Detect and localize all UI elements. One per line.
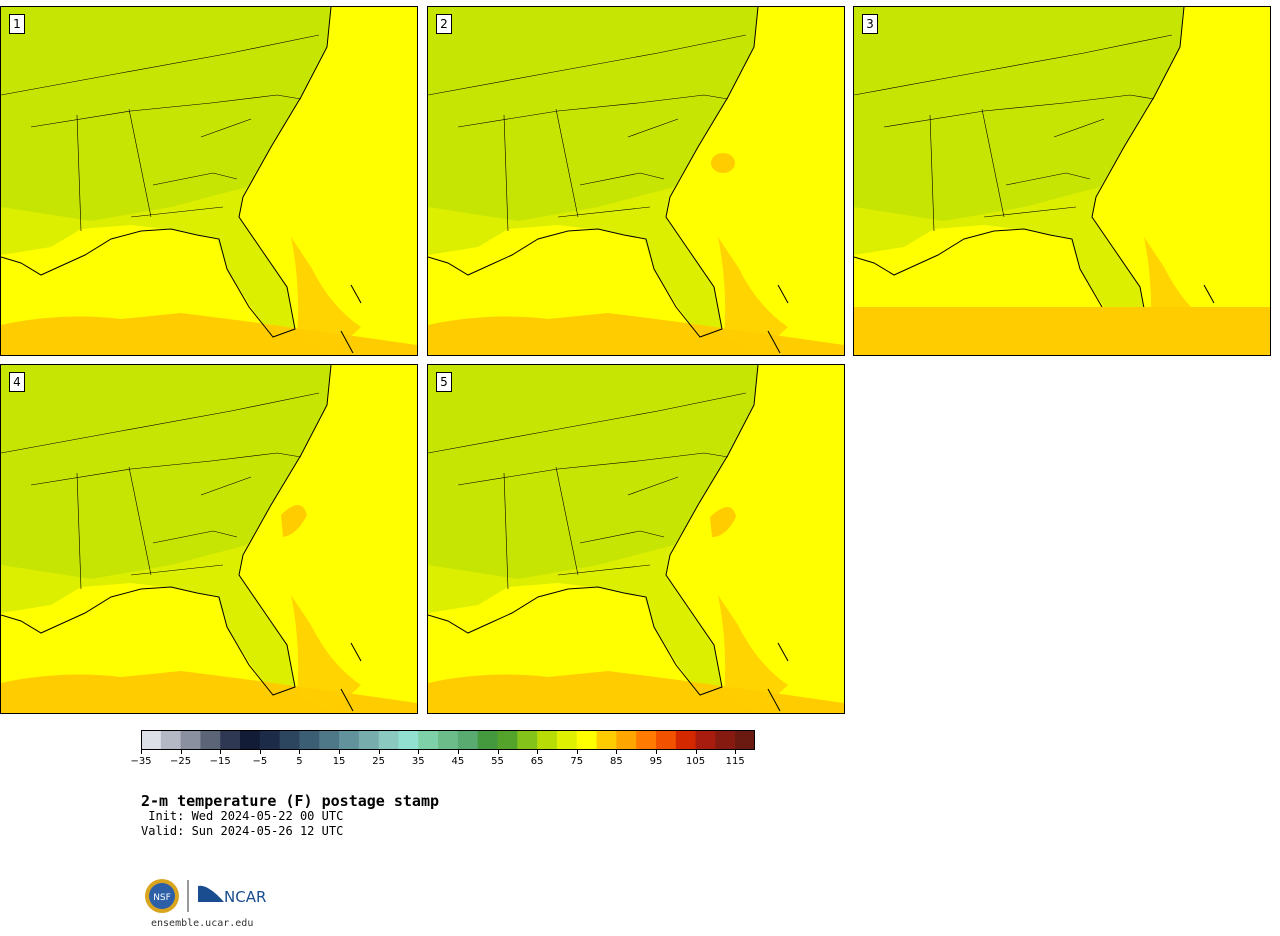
colorbar-tick-label: 75: [570, 756, 584, 767]
panel-label: 3: [862, 14, 878, 34]
colorbar-tick: [180, 750, 182, 754]
colorbar-tick-label: 5: [296, 756, 303, 767]
sponsor-logos: NSF NCAR: [144, 876, 284, 918]
colorbar-tick-label: −25: [170, 756, 192, 767]
colorbar-tick: [418, 750, 420, 754]
colorbar-tick: [695, 750, 697, 754]
colorbar-swatch: [319, 730, 340, 750]
temperature-map-5: [428, 365, 844, 713]
colorbar-swatch: [438, 730, 459, 750]
colorbar-swatch: [596, 730, 617, 750]
colorbar-tick-label: −5: [252, 756, 268, 767]
colorbar-tick: [735, 750, 737, 754]
colorbar-swatch: [675, 730, 697, 750]
colorbar-swatch: [636, 730, 657, 750]
colorbar-tick-label: 115: [725, 756, 745, 767]
colorbar-swatch: [715, 730, 736, 750]
colorbar-swatch: [259, 730, 281, 750]
colorbar-tick: [457, 750, 459, 754]
colorbar-swatch: [497, 730, 518, 750]
colorbar-tick-label: 45: [451, 756, 465, 767]
colorbar-swatch: [477, 730, 499, 750]
colorbar-tick-label: 25: [372, 756, 386, 767]
colorbar-swatch: [378, 730, 399, 750]
colorbar-tick: [259, 750, 261, 754]
colorbar-swatch: [279, 730, 300, 750]
colorbar-swatch: [735, 730, 755, 750]
colorbar-tick-label: 105: [686, 756, 706, 767]
ensemble-member-panel-2: 2: [427, 6, 845, 356]
colorbar-tick-label: 85: [609, 756, 623, 767]
colorbar-tick: [141, 750, 142, 754]
colorbar-swatch: [457, 730, 479, 750]
colorbar-swatch: [418, 730, 439, 750]
colorbar-tick: [655, 750, 657, 754]
colorbar-swatch: [358, 730, 380, 750]
panel-label: 1: [9, 14, 25, 34]
colorbar-tick: [537, 750, 539, 754]
colorbar-swatch: [616, 730, 637, 750]
colorbar-swatch: [556, 730, 578, 750]
colorbar-swatch: [299, 730, 320, 750]
colorbar-tick-label: 95: [649, 756, 663, 767]
ensemble-member-panel-4: 4: [0, 364, 418, 714]
colorbar-tick-label: −15: [209, 756, 231, 767]
colorbar-swatch: [200, 730, 221, 750]
ensemble-member-panel-5: 5: [427, 364, 845, 714]
colorbar-tick: [339, 750, 341, 754]
colorbar-tick-label: 35: [411, 756, 425, 767]
colorbar-tick-label: 15: [332, 756, 346, 767]
temperature-map-4: [1, 365, 417, 713]
ensemble-member-panel-1: 1: [0, 6, 418, 356]
site-url: ensemble.ucar.edu: [151, 918, 254, 929]
colorbar-tick: [497, 750, 499, 754]
svg-text:NSF: NSF: [153, 893, 171, 903]
nsf-logo-icon: NSF: [145, 879, 179, 913]
colorbar-swatch: [695, 730, 716, 750]
temperature-map-3: [854, 7, 1270, 355]
temperature-map-2: [428, 7, 844, 355]
colorbar-swatch: [220, 730, 241, 750]
colorbar-swatch: [141, 730, 162, 750]
panel-label: 5: [436, 372, 452, 392]
colorbar-tick: [616, 750, 618, 754]
colorbar-tick-label: −35: [130, 756, 152, 767]
valid-time: Valid: Sun 2024-05-26 12 UTC: [141, 824, 344, 838]
colorbar-ticks: −35 −25 −15 −5 5 15 25 35 45 55 65 75 85 95 105 115: [130, 750, 755, 774]
ncar-logo-icon: NCAR: [198, 885, 266, 906]
temperature-colorbar: [141, 730, 755, 750]
colorbar-swatch: [398, 730, 419, 750]
colorbar-tick: [299, 750, 301, 754]
ensemble-member-panel-3: 3: [853, 6, 1271, 356]
panel-label: 4: [9, 372, 25, 392]
colorbar-swatch: [576, 730, 598, 750]
colorbar-swatch: [655, 730, 677, 750]
colorbar-swatch: [517, 730, 538, 750]
colorbar-tick-label: 55: [491, 756, 504, 767]
colorbar-swatch: [160, 730, 182, 750]
init-time: Init: Wed 2024-05-22 00 UTC: [141, 809, 344, 823]
temperature-map-1: [1, 7, 417, 355]
map-title: 2-m temperature (F) postage stamp: [141, 792, 440, 810]
colorbar-tick: [378, 750, 380, 754]
colorbar-swatches: [141, 730, 755, 750]
colorbar-swatch: [339, 730, 360, 750]
panel-label: 2: [436, 14, 452, 34]
colorbar-tick: [576, 750, 578, 754]
colorbar-tick: [220, 750, 222, 754]
colorbar-swatch: [180, 730, 201, 750]
svg-text:NCAR: NCAR: [224, 888, 266, 906]
colorbar-swatch: [537, 730, 558, 750]
colorbar-swatch: [240, 730, 261, 750]
colorbar-tick-label: 65: [530, 756, 544, 767]
